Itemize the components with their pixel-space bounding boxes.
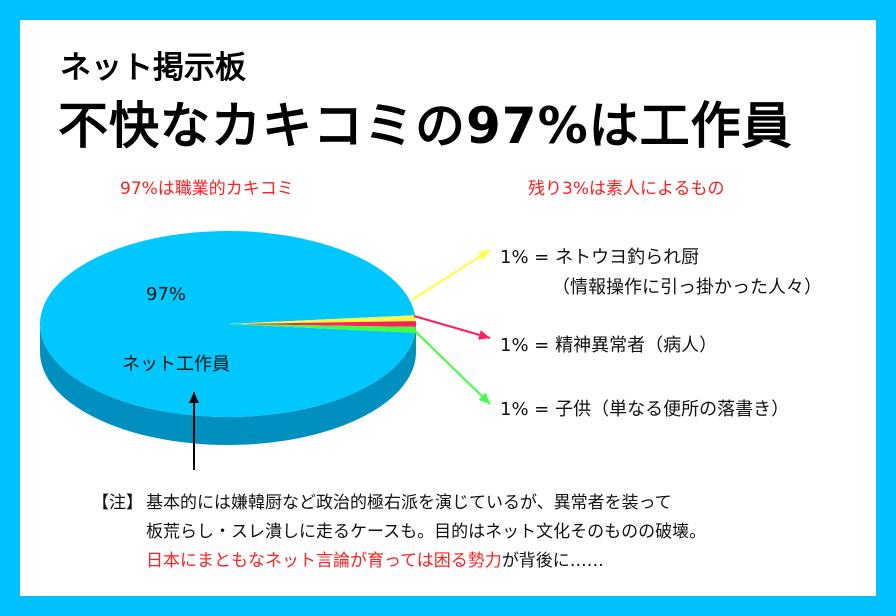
pink-leader-arrow-head <box>478 330 490 340</box>
slice-yellow <box>228 315 416 324</box>
yellow-leader-arrow-head <box>478 250 490 261</box>
note-pointer-arrow-head <box>189 392 199 403</box>
slice-pink <box>228 321 416 327</box>
pink-leader-arrow <box>413 315 491 339</box>
yellow-slice-label-line1: 1% = ネトウヨ釣られ厨 <box>500 247 700 268</box>
green-leader-arrow <box>413 329 491 405</box>
pink-slice-label: 1% = 精神異常者（病人） <box>500 335 718 356</box>
note-line-3-rest: が背後に…… <box>501 551 604 571</box>
main-slice-value-label: 97% <box>146 284 187 305</box>
note-line-2: 板荒らし・スレ潰しに走るケースも。目的はネット文化そのものの破壊。 <box>146 522 707 542</box>
page-subtitle: ネット掲示板 <box>60 50 246 86</box>
green-slice-label: 1% = 子供（単なる便所の落書き） <box>500 399 790 420</box>
caption-right: 残り3%は素人によるもの <box>528 179 725 199</box>
slice-green <box>228 324 416 333</box>
slice-ネット工作員 <box>39 231 416 417</box>
page-title: 不快なカキコミの97%は工作員 <box>58 97 793 155</box>
pie-side-wall <box>40 324 416 445</box>
note-line-3: 日本にまともなネット言論が育っては困る勢力が背後に…… <box>146 546 604 571</box>
yellow-slice-label-line2: （情報操作に引っ掛かった人々） <box>552 277 822 298</box>
green-leader-arrow-head <box>478 392 490 404</box>
main-slice-name-label: ネット工作員 <box>122 354 230 375</box>
note-line-1: 基本的には嫌韓厨など政治的極右派を演じているが、異常者を装って <box>146 493 672 513</box>
yellow-leader-arrow <box>411 249 491 301</box>
note-line-3-highlight: 日本にまともなネット言論が育っては困る勢力 <box>146 551 502 571</box>
note-prefix: 【注】 <box>92 493 143 513</box>
caption-left: 97%は職業的カキコミ <box>120 179 294 199</box>
